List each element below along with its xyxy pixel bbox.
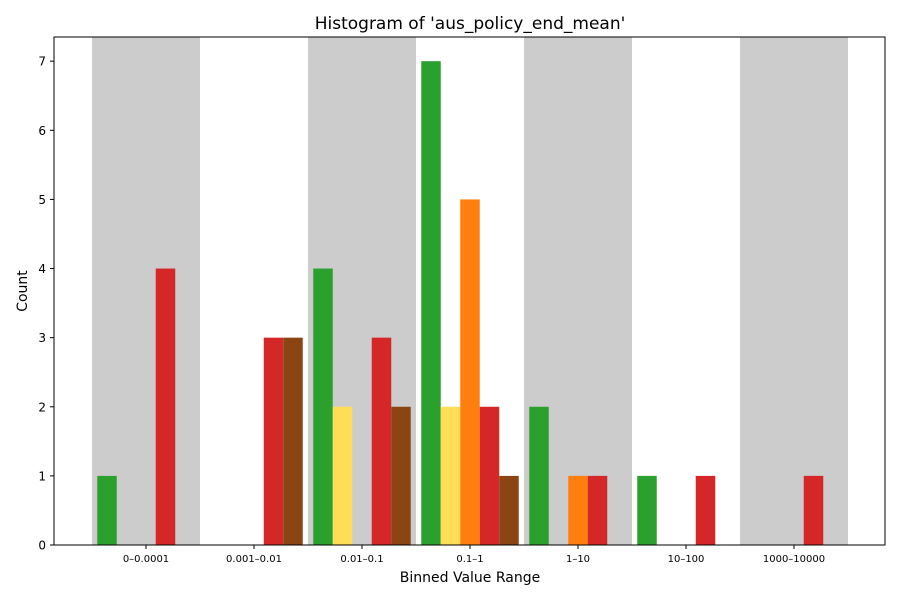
x-tick-label: 0.001–0.01 (226, 554, 282, 565)
bar (155, 268, 176, 545)
y-tick-label: 4 (38, 262, 46, 276)
x-tick-label: 0–0.0001 (123, 554, 169, 565)
x-tick-label: 0.1–1 (456, 554, 483, 565)
bar (263, 337, 284, 545)
bar (479, 406, 500, 545)
chart-title: Histogram of 'aus_policy_end_mean' (315, 14, 626, 34)
y-tick-label: 1 (38, 469, 46, 483)
bar (587, 475, 608, 545)
x-tick-label: 0.01–0.1 (340, 554, 383, 565)
y-axis-label: Count (15, 270, 31, 312)
y-tick-label: 5 (38, 193, 46, 207)
y-axis-ticks: 0 1 2 3 4 5 6 7 (38, 55, 54, 553)
bar (97, 475, 117, 545)
y-tick-label: 7 (38, 55, 46, 69)
bar (460, 199, 480, 546)
shade-band (740, 37, 848, 545)
y-tick-label: 6 (38, 124, 46, 138)
bar (803, 475, 824, 545)
shade-band (92, 37, 200, 545)
bar (313, 268, 333, 545)
y-tick-label: 0 (38, 539, 46, 553)
x-axis-ticks: 0–0.0001 0.001–0.01 0.01–0.1 0.1–1 1–10 10–10… (123, 545, 825, 565)
category-shading (92, 37, 848, 545)
bar (499, 475, 519, 545)
bar (695, 475, 716, 545)
bar (568, 475, 588, 545)
bar (637, 475, 657, 545)
y-tick-label: 2 (38, 400, 46, 414)
bar (332, 406, 353, 545)
y-tick-label: 3 (38, 331, 46, 345)
x-axis-label: Binned Value Range (400, 570, 540, 586)
x-tick-label: 10–100 (668, 554, 705, 565)
bar (283, 337, 303, 545)
x-tick-label: 1–10 (566, 554, 590, 565)
bar (440, 406, 461, 545)
bars (97, 61, 824, 546)
bar (529, 406, 549, 545)
bar (371, 337, 392, 545)
bar (421, 61, 441, 545)
x-tick-label: 1000–10000 (763, 554, 825, 565)
bar (391, 406, 411, 545)
